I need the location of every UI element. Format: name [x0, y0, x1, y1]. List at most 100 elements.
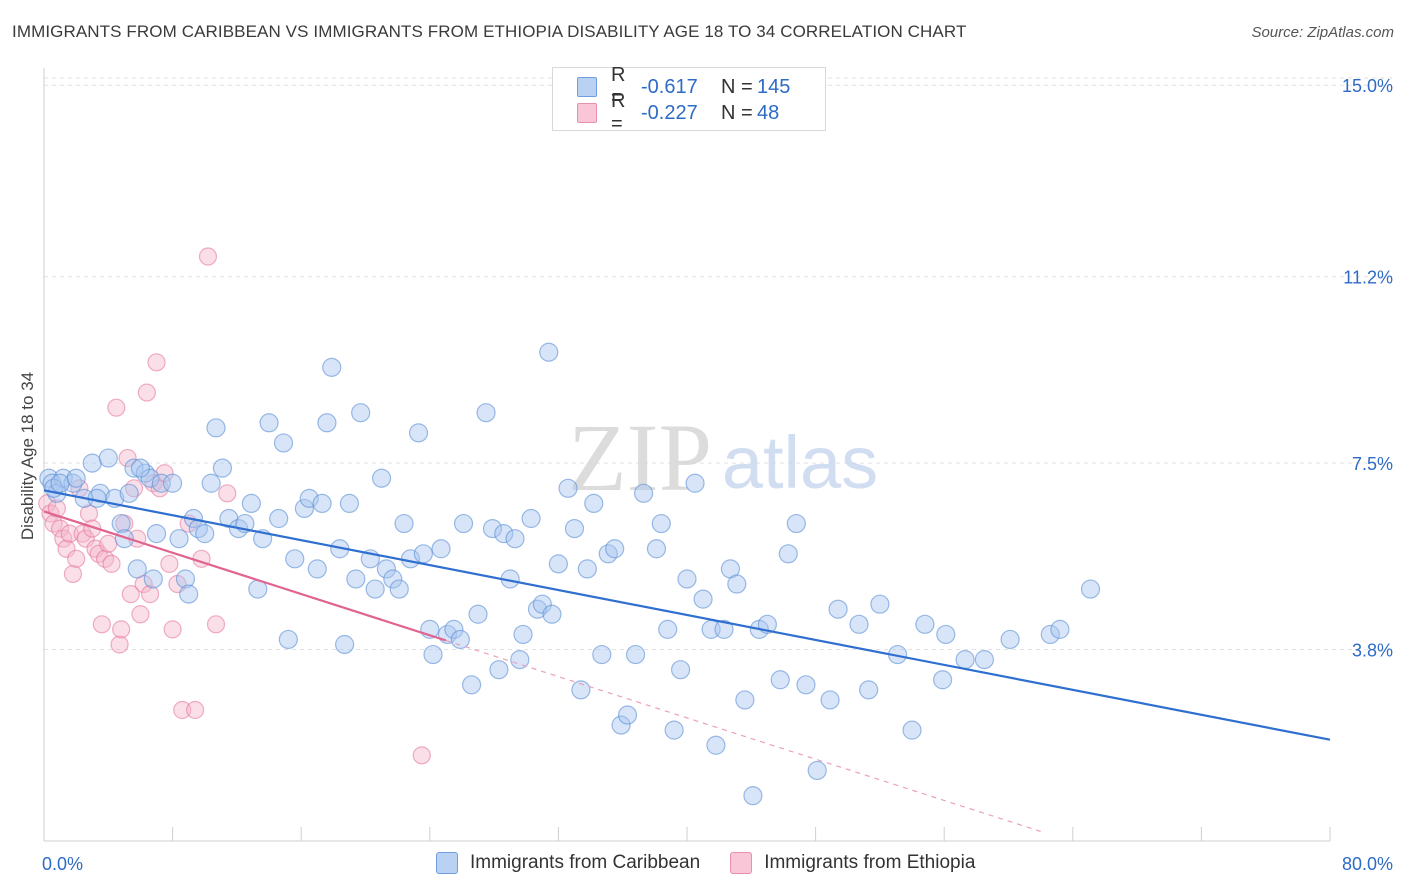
- caribbean-point: [870, 594, 890, 614]
- trend-lines: [43, 489, 1331, 832]
- caribbean-point: [476, 403, 496, 423]
- caribbean-point: [206, 418, 226, 438]
- caribbean-point: [413, 544, 433, 564]
- caribbean-point: [450, 629, 470, 650]
- legend-n-value: 48: [757, 101, 780, 124]
- caribbean-point: [605, 539, 625, 559]
- ethiopia-point: [412, 746, 431, 765]
- caribbean-point: [201, 473, 221, 493]
- caribbean-point: [796, 675, 816, 695]
- legend-item-caribbean: Immigrants from Caribbean: [436, 852, 700, 874]
- caribbean-point: [778, 544, 798, 564]
- caribbean-point: [124, 458, 144, 478]
- ethiopia-point: [163, 620, 182, 639]
- legend-r-value: -0.617: [641, 75, 698, 98]
- legend-swatch-ethiopia: [730, 852, 753, 874]
- caribbean-point: [611, 715, 631, 735]
- legend-swatch-caribbean: [577, 77, 597, 97]
- legend-row-ethiopia: R = -0.227 N = 48: [577, 90, 780, 135]
- caribbean-point: [489, 660, 509, 680]
- ethiopia-point: [92, 615, 111, 634]
- caribbean-point: [431, 539, 451, 559]
- caribbean-point: [317, 413, 337, 433]
- caribbean-point: [693, 589, 713, 609]
- ethiopia-point: [67, 549, 86, 568]
- caribbean-point: [371, 468, 392, 488]
- caribbean-point: [677, 569, 697, 589]
- ethiopia-point: [131, 605, 150, 624]
- caribbean-point: [339, 493, 360, 514]
- caribbean-point: [50, 473, 70, 493]
- caribbean-point: [82, 453, 102, 473]
- y-axis-label: Disability Age 18 to 34: [18, 371, 37, 541]
- caribbean-point: [365, 579, 385, 599]
- ethiopia-point: [112, 620, 131, 639]
- legend-r-label: R =: [611, 64, 626, 109]
- legend-r-label: R =: [611, 90, 626, 135]
- caribbean-point: [735, 690, 755, 710]
- caribbean-point: [564, 518, 585, 539]
- caribbean-point: [598, 544, 618, 564]
- caribbean-point: [482, 518, 503, 539]
- source-label: Source: ZipAtlas.com: [1251, 24, 1394, 41]
- legend-swatch-ethiopia: [577, 103, 597, 123]
- caribbean-point: [143, 569, 163, 589]
- caribbean-point: [558, 478, 578, 498]
- caribbean-point: [408, 423, 429, 443]
- ethiopia-point: [206, 615, 226, 634]
- caribbean-point: [932, 670, 953, 690]
- legend-label-ethiopia: Immigrants from Ethiopia: [764, 852, 976, 873]
- caribbean-point: [807, 760, 827, 781]
- caribbean-point: [542, 604, 562, 624]
- caribbean-point: [510, 650, 530, 670]
- trend-line-caribbean: [43, 489, 1331, 741]
- ethiopia-point: [73, 524, 92, 543]
- legend-n-label: N =: [721, 75, 753, 98]
- caribbean-point: [505, 529, 525, 549]
- caribbean-point: [532, 594, 552, 614]
- caribbean-point: [351, 403, 371, 423]
- caribbean-point: [114, 529, 134, 549]
- caribbean-point: [98, 448, 118, 468]
- caribbean-point: [633, 483, 654, 503]
- caribbean-point: [706, 735, 726, 755]
- caribbean-point: [278, 629, 298, 650]
- caribbean-point: [521, 508, 541, 529]
- caribbean-point: [294, 498, 315, 519]
- ethiopia-point: [160, 554, 179, 573]
- caribbean-point: [273, 433, 294, 453]
- caribbean-point: [127, 559, 147, 579]
- caribbean-point: [584, 493, 604, 514]
- y-tick-label: 15.0%: [1342, 76, 1393, 96]
- caribbean-point: [151, 473, 171, 493]
- x-tick-label: 0.0%: [42, 854, 83, 874]
- legend-swatch-caribbean: [436, 852, 458, 874]
- caribbean-point: [714, 619, 734, 639]
- legend-label-caribbean: Immigrants from Caribbean: [470, 852, 701, 873]
- caribbean-point: [322, 357, 342, 377]
- caribbean-point: [685, 473, 705, 493]
- caribbean-point: [743, 786, 763, 806]
- ethiopia-point: [140, 585, 160, 604]
- y-tick-label: 3.8%: [1352, 641, 1393, 661]
- caribbean-point: [285, 549, 305, 569]
- ethiopia-point: [198, 247, 218, 266]
- watermark-zip: ZIP: [568, 404, 712, 511]
- caribbean-point: [423, 644, 443, 665]
- caribbean-point: [902, 720, 922, 740]
- y-tick-label: 11.2%: [1343, 268, 1393, 288]
- legend-n-value: 145: [757, 75, 791, 98]
- caribbean-point: [195, 524, 215, 544]
- caribbean-point: [169, 529, 189, 549]
- caribbean-point: [312, 493, 332, 514]
- legend-r-value: -0.227: [641, 101, 698, 124]
- caribbean-point: [140, 468, 160, 488]
- caribbean-point: [727, 574, 747, 594]
- ethiopia-point: [173, 700, 192, 720]
- caribbean-point: [513, 624, 533, 645]
- caribbean-point: [461, 675, 482, 695]
- caribbean-point: [820, 690, 840, 710]
- caribbean-point: [1040, 624, 1060, 645]
- caribbean-point: [571, 680, 591, 700]
- caribbean-point: [241, 493, 261, 514]
